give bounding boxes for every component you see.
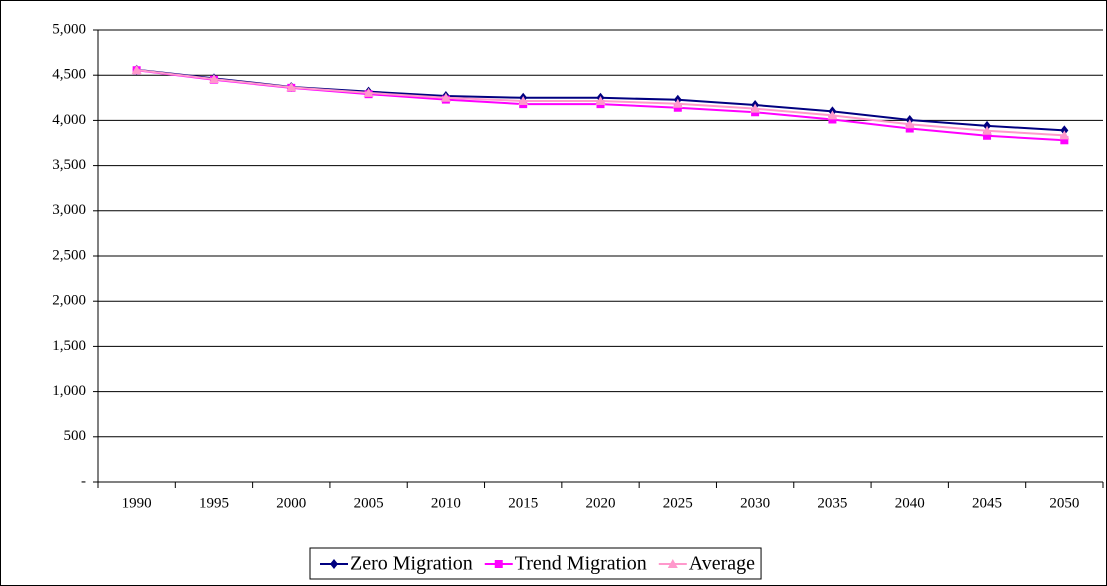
legend: Zero Migration Trend Migration Average xyxy=(309,547,762,580)
x-tick-label: 2020 xyxy=(586,495,616,511)
marker xyxy=(905,124,914,133)
y-tick-label: 5,000 xyxy=(52,21,86,37)
x-tick-label: 2030 xyxy=(740,495,770,511)
marker xyxy=(286,82,297,92)
marker xyxy=(494,560,503,568)
x-tick-label: 2010 xyxy=(431,495,461,511)
marker xyxy=(440,92,451,102)
y-tick-label: 3,500 xyxy=(52,157,86,173)
x-tick-label: 1990 xyxy=(122,495,152,511)
x-tick-label: 2040 xyxy=(895,495,925,511)
y-tick-label: - xyxy=(81,473,86,489)
marker xyxy=(828,115,837,124)
marker xyxy=(518,95,529,105)
y-tick-label: 3,000 xyxy=(52,202,86,218)
y-tick-label: 1,500 xyxy=(52,338,86,354)
y-tick-label: 2,500 xyxy=(52,247,86,263)
y-tick-label: 2,000 xyxy=(52,293,86,309)
legend-label: Trend Migration xyxy=(515,553,647,575)
marker xyxy=(208,74,219,84)
x-tick-label: 1995 xyxy=(199,495,229,511)
legend-label: Zero Migration xyxy=(350,553,473,575)
x-tick-label: 2005 xyxy=(354,495,384,511)
y-tick-label: 500 xyxy=(64,428,87,444)
marker xyxy=(1059,130,1070,140)
marker xyxy=(330,559,338,569)
x-tick-label: 2025 xyxy=(663,495,693,511)
y-tick-label: 4,500 xyxy=(52,67,86,83)
x-tick-label: 2015 xyxy=(508,495,538,511)
marker xyxy=(904,119,915,129)
marker xyxy=(363,87,374,97)
marker xyxy=(667,559,678,568)
x-tick-label: 2045 xyxy=(972,495,1002,511)
x-tick-label: 2050 xyxy=(1049,495,1079,511)
y-tick-label: 4,000 xyxy=(52,112,86,128)
marker xyxy=(672,98,683,108)
x-tick-label: 2000 xyxy=(276,495,306,511)
x-tick-label: 2035 xyxy=(817,495,847,511)
marker xyxy=(595,95,606,105)
marker xyxy=(1060,136,1069,145)
marker xyxy=(982,125,993,135)
legend-label: Average xyxy=(689,553,755,575)
marker xyxy=(750,103,761,113)
marker xyxy=(983,131,992,140)
marker xyxy=(131,64,142,74)
marker xyxy=(827,110,838,120)
y-tick-label: 1,000 xyxy=(52,383,86,399)
